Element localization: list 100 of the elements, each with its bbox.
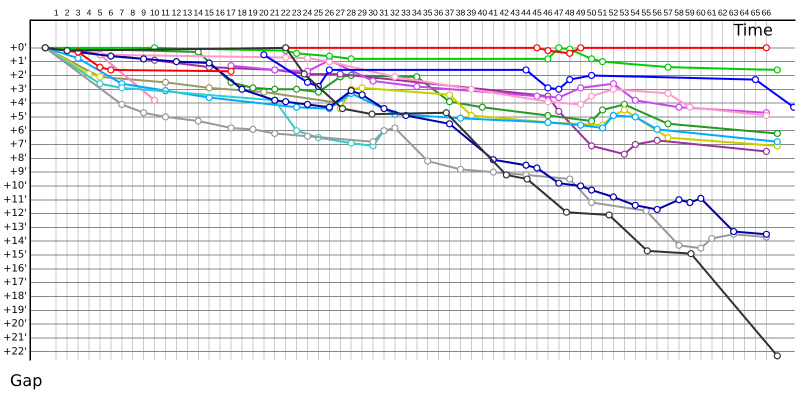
x-tick-label: 48: [564, 7, 575, 18]
x-tick-label: 7: [119, 7, 124, 18]
point: [598, 124, 606, 132]
point: [566, 76, 574, 84]
x-tick-label: 26: [324, 7, 334, 18]
x-tick-label: 39: [466, 7, 476, 18]
point: [762, 112, 770, 120]
x-tick-label: 38: [456, 7, 466, 18]
point: [282, 54, 290, 62]
x-tick-label: 46: [543, 7, 553, 18]
x-tick-label: 25: [314, 7, 324, 18]
point: [697, 194, 704, 202]
y-tick-label: +21': [3, 332, 27, 344]
x-tick-label: 29: [357, 7, 368, 18]
x-tick-label: 1: [54, 7, 59, 18]
x-tick-label: 42: [499, 7, 510, 18]
point: [588, 55, 596, 62]
point: [227, 68, 235, 75]
point: [544, 98, 552, 106]
y-tick-label: +18': [3, 291, 27, 302]
point: [686, 104, 694, 111]
x-tick-label: 10: [150, 7, 160, 18]
y-tick-label: +16': [3, 263, 27, 274]
point: [446, 120, 454, 128]
point: [292, 127, 300, 134]
point: [271, 86, 278, 93]
point: [304, 78, 312, 86]
point: [664, 134, 672, 142]
x-tick-label: 54: [630, 7, 640, 18]
x-tick-label: 33: [401, 7, 411, 18]
point: [442, 109, 450, 116]
point: [588, 72, 596, 80]
point: [730, 228, 738, 236]
point: [610, 193, 618, 201]
x-tick-label: 65: [750, 7, 760, 18]
point: [544, 46, 552, 54]
x-tick-label: 32: [390, 7, 400, 18]
point: [577, 44, 584, 52]
point: [391, 124, 399, 132]
point: [326, 52, 333, 60]
x-tick-label: 6: [108, 7, 114, 18]
y-tick-label: +19': [3, 304, 27, 316]
point: [675, 104, 683, 111]
point: [118, 100, 126, 108]
point: [336, 70, 344, 78]
point: [620, 150, 628, 158]
point: [577, 182, 584, 190]
point: [577, 100, 584, 108]
point: [555, 108, 562, 115]
x-tick-label: 30: [368, 7, 378, 18]
y-tick-label: +0': [10, 42, 27, 54]
point: [544, 55, 552, 62]
point: [664, 120, 672, 128]
point: [490, 168, 497, 176]
x-tick-label: 12: [172, 7, 182, 18]
point: [446, 98, 454, 106]
y-tick-label: +14': [3, 236, 27, 247]
point: [282, 98, 290, 106]
x-tick-label: 13: [182, 7, 192, 18]
x-tick-label: 60: [696, 7, 706, 18]
y-tick-label: +3': [10, 84, 27, 95]
point: [162, 113, 170, 120]
y-tick-label: +5': [10, 111, 27, 122]
x-tick-label: 28: [346, 7, 356, 18]
x-tick-label: 47: [554, 7, 564, 18]
point: [774, 66, 781, 74]
point: [654, 136, 661, 144]
point: [206, 59, 213, 67]
point: [304, 54, 312, 62]
point: [413, 73, 420, 80]
point: [304, 132, 312, 140]
point: [380, 105, 388, 112]
point: [413, 82, 420, 90]
point: [577, 122, 584, 129]
y-tick-label: +4': [10, 98, 27, 109]
x-tick-label: 27: [336, 7, 346, 18]
point: [478, 104, 486, 111]
point: [605, 211, 613, 219]
point: [194, 117, 202, 125]
y-tick-label: +9': [10, 166, 27, 178]
point: [304, 100, 312, 108]
point: [238, 86, 246, 93]
point: [369, 138, 377, 146]
y-tick-label: +12': [3, 208, 27, 220]
point: [533, 164, 541, 172]
point: [555, 44, 562, 52]
point: [632, 140, 639, 148]
point: [107, 66, 114, 74]
point: [292, 104, 300, 111]
point: [632, 96, 639, 104]
x-tick-label: 31: [379, 7, 389, 18]
x-tick-label: 3: [76, 7, 81, 18]
x-tick-label: 4: [86, 7, 92, 18]
x-tick-label: 51: [598, 7, 608, 18]
x-tick-label: 44: [521, 7, 532, 18]
point: [774, 352, 781, 360]
point: [675, 242, 683, 249]
x-tick-label: 23: [292, 7, 302, 18]
x-tick-label: 34: [412, 7, 422, 18]
x-tick-label: 17: [226, 7, 236, 18]
